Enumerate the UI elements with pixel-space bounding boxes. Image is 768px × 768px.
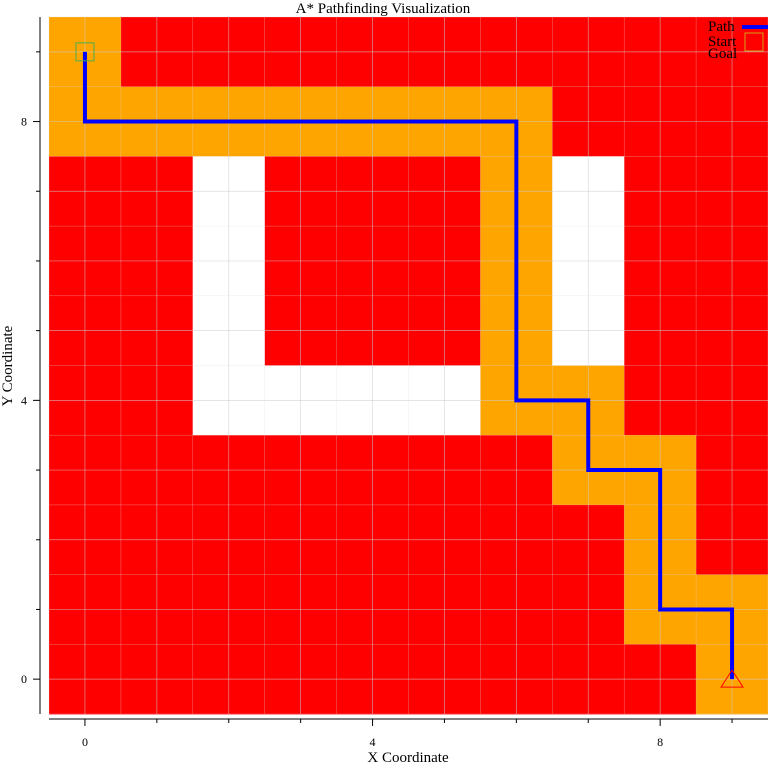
x-tick-label: 4 [370,735,376,749]
y-axis-label: Y Coordinate [0,325,16,406]
x-tick-label: 8 [657,735,663,749]
x-tick-label: 0 [82,735,88,749]
goal-marker [720,669,744,688]
markers [75,42,744,688]
legend-label-start: Start [708,34,737,50]
x-axis-label: X Coordinate [367,750,449,766]
legend-label-path: Path [708,19,735,35]
start-marker [75,42,95,62]
y-tick-label: 0 [21,672,27,686]
y-tick-label: 4 [21,393,27,407]
y-tick-label: 8 [21,115,27,129]
path-line [82,51,735,680]
path-layer [82,51,735,680]
legend-start-swatch [744,32,764,52]
chart-title: A* Pathfinding Visualization [296,1,471,17]
axes: 0 4 8 0 4 8 [21,17,768,749]
legend-label-goal: Goal [708,46,737,62]
